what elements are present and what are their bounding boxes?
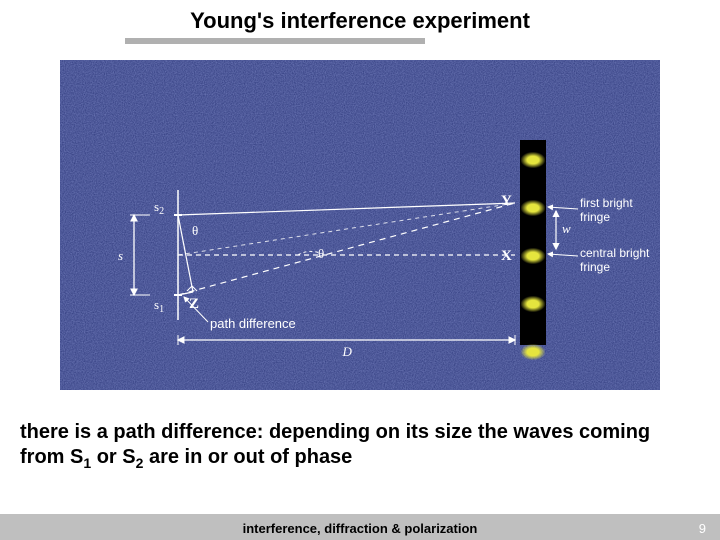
diagram-svg: ss2s1θθZpath differenceDYXwfirst brightf… xyxy=(60,60,660,390)
svg-text:s1: s1 xyxy=(154,297,164,315)
fringe-pattern xyxy=(520,140,546,345)
svg-text:D: D xyxy=(342,344,353,359)
svg-text:θ: θ xyxy=(192,223,198,238)
title-underline xyxy=(125,38,425,44)
slide-caption: there is a path difference: depending on… xyxy=(20,420,700,473)
fringe-spot xyxy=(521,294,545,314)
slide-title: Young's interference experiment xyxy=(0,8,720,34)
svg-text:fringe: fringe xyxy=(580,260,610,274)
svg-text:fringe: fringe xyxy=(580,210,610,224)
svg-text:X: X xyxy=(501,248,512,264)
svg-text:path difference: path difference xyxy=(210,316,296,331)
fringe-spot xyxy=(521,150,545,170)
page-number: 9 xyxy=(699,521,706,536)
footer-text: interference, diffraction & polarization xyxy=(0,521,720,536)
svg-text:Y: Y xyxy=(501,193,512,209)
caption-text-2: or S xyxy=(91,446,135,468)
fringe-spot xyxy=(521,198,545,218)
svg-text:θ: θ xyxy=(318,246,324,261)
fringe-spot xyxy=(521,246,545,266)
svg-text:s: s xyxy=(118,248,123,263)
svg-text:s2: s2 xyxy=(154,199,164,217)
fringe-spot xyxy=(521,342,545,362)
diagram-figure: ss2s1θθZpath differenceDYXwfirst brightf… xyxy=(60,60,660,390)
caption-sub-1: 1 xyxy=(83,455,91,471)
svg-text:central bright: central bright xyxy=(580,246,650,260)
svg-text:w: w xyxy=(562,221,571,236)
caption-text-3: are in or out of phase xyxy=(143,446,352,468)
slide-root: Young's interference experiment ss2s1θθZ… xyxy=(0,0,720,540)
svg-text:first bright: first bright xyxy=(580,196,633,210)
